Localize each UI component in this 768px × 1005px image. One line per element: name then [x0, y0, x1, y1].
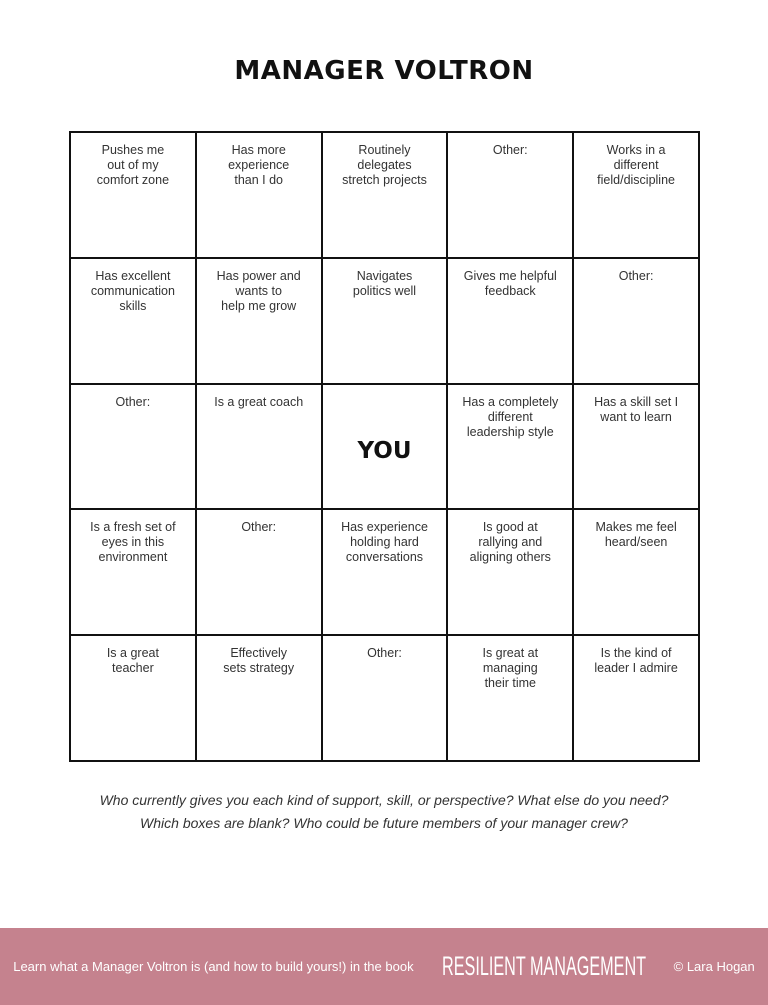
cell-text: managing: [482, 661, 538, 676]
cell-text: different: [487, 409, 533, 424]
grid-cell: Is the kind of leader I admire: [573, 635, 699, 761]
cell-text: their time: [484, 676, 536, 691]
cell-text: Works in a: [606, 143, 666, 157]
cell-text: Is great at: [482, 646, 539, 661]
cell-text: want to learn: [600, 409, 672, 424]
grid-cell: Effectively sets strategy: [195, 635, 322, 761]
footer-text: Learn what a Manager Voltron is (and how…: [13, 959, 414, 974]
cell-text: Routinely: [358, 143, 411, 157]
cell-text: wants to: [235, 283, 282, 298]
cell-text: than I do: [234, 173, 284, 187]
cell-text: heard/seen: [604, 535, 668, 550]
grid-cell: Other:: [195, 509, 322, 636]
center-you-cell: YOU: [321, 383, 448, 510]
cell-text: Is a great: [106, 646, 159, 661]
grid-cell: Other:: [321, 635, 448, 761]
cell-text: Has a completely: [462, 394, 559, 409]
cell-text: holding hard: [350, 535, 419, 550]
cell-text: Effectively: [230, 646, 288, 661]
question-line: Who currently gives you each kind of sup…: [99, 792, 669, 808]
cell-text: field/discipline: [597, 173, 675, 187]
voltron-grid: Pushes me out of my comfort zone Has more ex…: [69, 131, 700, 762]
cell-text: Other:: [618, 268, 654, 283]
cell-text: Is a great coach: [214, 394, 304, 409]
cell-text: sets strategy: [223, 661, 295, 676]
cell-text: leadership style: [466, 424, 554, 439]
grid-cell: Is a great teacher: [70, 635, 196, 761]
grid-cell: Has power and wants to help me grow: [195, 257, 322, 384]
cell-text: Has experience: [341, 520, 428, 535]
grid-cell: Has excellent communication skills: [70, 257, 196, 384]
cell-text: YOU: [357, 437, 412, 464]
cell-text: comfort zone: [96, 173, 170, 187]
grid-cell: Is good at rallying and aligning others: [447, 509, 574, 636]
cell-text: Makes me feel: [595, 520, 677, 535]
cell-text: Navigates: [356, 268, 413, 283]
reflection-questions: Who currently gives you each kind of sup…: [0, 789, 768, 835]
grid-cell: Is a fresh set of eyes in this environment: [70, 509, 196, 636]
cell-text: politics well: [352, 283, 417, 298]
cell-text: Is a fresh set of: [90, 520, 176, 535]
cell-text: aligning others: [469, 550, 551, 565]
grid-cell: Is great at managing their time: [447, 635, 574, 761]
grid-cell: Pushes me out of my comfort zone: [70, 132, 196, 258]
grid-cell: Other:: [70, 383, 196, 510]
cell-text: rallying and: [478, 535, 543, 550]
cell-text: out of my: [107, 158, 159, 172]
question-line: Which boxes are blank? Who could be futu…: [140, 815, 628, 831]
cell-text: delegates: [357, 158, 412, 172]
cell-text: different: [613, 158, 659, 172]
cell-text: skills: [119, 298, 147, 313]
cell-text: Is good at: [482, 520, 538, 535]
page-title: MANAGER VOLTRON: [234, 56, 534, 86]
cell-text: Other:: [492, 143, 528, 157]
cell-text: Has more: [231, 143, 286, 157]
cell-text: Is the kind of: [600, 646, 672, 661]
cell-text: stretch projects: [342, 173, 427, 187]
cell-text: Other:: [115, 394, 151, 409]
cell-text: environment: [98, 550, 168, 565]
cell-text: communication: [90, 283, 175, 298]
cell-text: help me grow: [221, 298, 297, 313]
cell-text: Pushes me: [101, 143, 165, 157]
cell-text: Other:: [367, 646, 402, 661]
cell-text: Has power and: [216, 268, 301, 283]
grid-cell: Is a great coach: [195, 383, 322, 510]
cell-text: leader I admire: [594, 661, 678, 676]
copyright: © Lara Hogan: [673, 959, 755, 974]
cell-text: conversations: [345, 550, 424, 565]
cell-text: Gives me helpful: [463, 268, 557, 283]
grid-cell: Other:: [573, 257, 699, 384]
book-title: RESILIENT MANAGEMENT: [441, 951, 646, 981]
grid-cell: Makes me feel heard/seen: [573, 509, 699, 636]
grid-cell: Gives me helpful feedback: [447, 257, 574, 384]
grid-cell: Navigates politics well: [321, 257, 448, 384]
cell-text: teacher: [112, 661, 154, 676]
grid-cell: Has experience holding hard conversations: [321, 509, 448, 636]
grid-cell: Routinely delegates stretch projects: [321, 132, 448, 258]
grid-cell: Other:: [447, 132, 574, 258]
cell-text: Has excellent: [95, 268, 171, 283]
cell-text: experience: [228, 158, 290, 172]
cell-text: feedback: [484, 283, 536, 298]
grid-cell: Has more experience than I do: [195, 132, 322, 258]
grid-cell: Has a completely different leadership styl…: [447, 383, 574, 510]
cell-text: Other:: [241, 520, 277, 535]
grid-cell: Works in a different field/discipline: [573, 132, 699, 258]
footer-banner: Learn what a Manager Voltron is (and how…: [0, 928, 768, 1005]
cell-text: eyes in this: [101, 535, 165, 550]
cell-text: Has a skill set I: [594, 394, 679, 409]
